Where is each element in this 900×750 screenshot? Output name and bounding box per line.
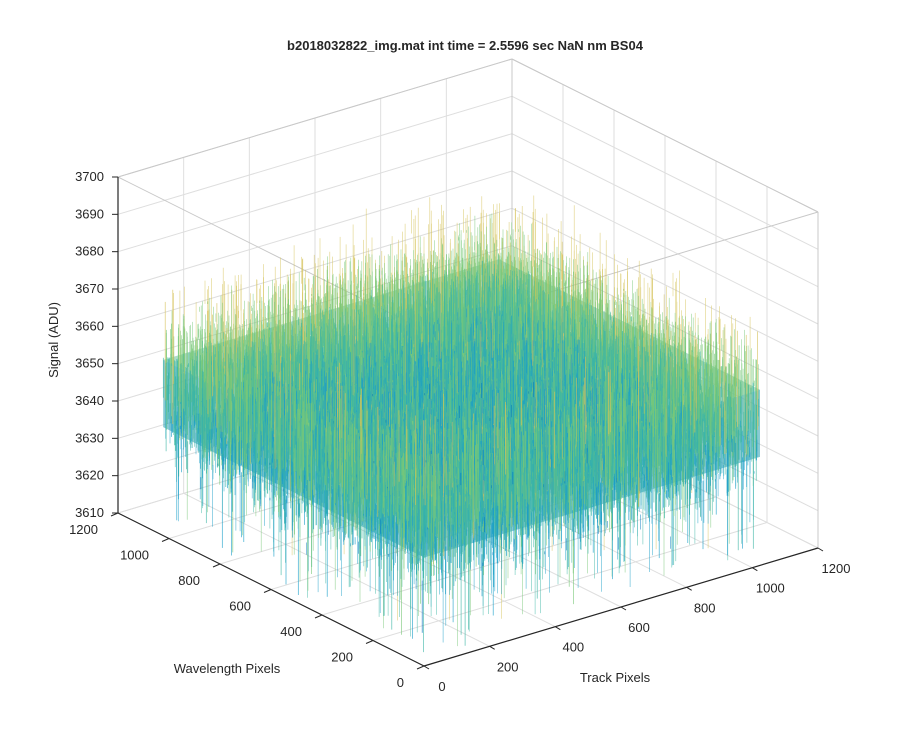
grid-line-z-wall-y [511,95,819,250]
grid-line-z-wall-x [117,95,513,215]
grid-line-z-wall-y [511,207,819,362]
box-edge [117,58,513,178]
grid-line-z-wall-x [117,133,513,253]
grid-line-z-wall-x [117,207,513,327]
box-edge [511,58,819,213]
grid-line-z-wall-y [511,170,819,325]
grid-line-z-wall-y [511,133,819,288]
grid-line-z-wall-x [117,170,513,290]
chart-title: b2018032822_img.mat int time = 2.5596 se… [287,38,644,53]
grid-line-y-floor [372,522,768,641]
grid-line-y-floor [321,496,717,616]
data-surface [162,195,760,653]
